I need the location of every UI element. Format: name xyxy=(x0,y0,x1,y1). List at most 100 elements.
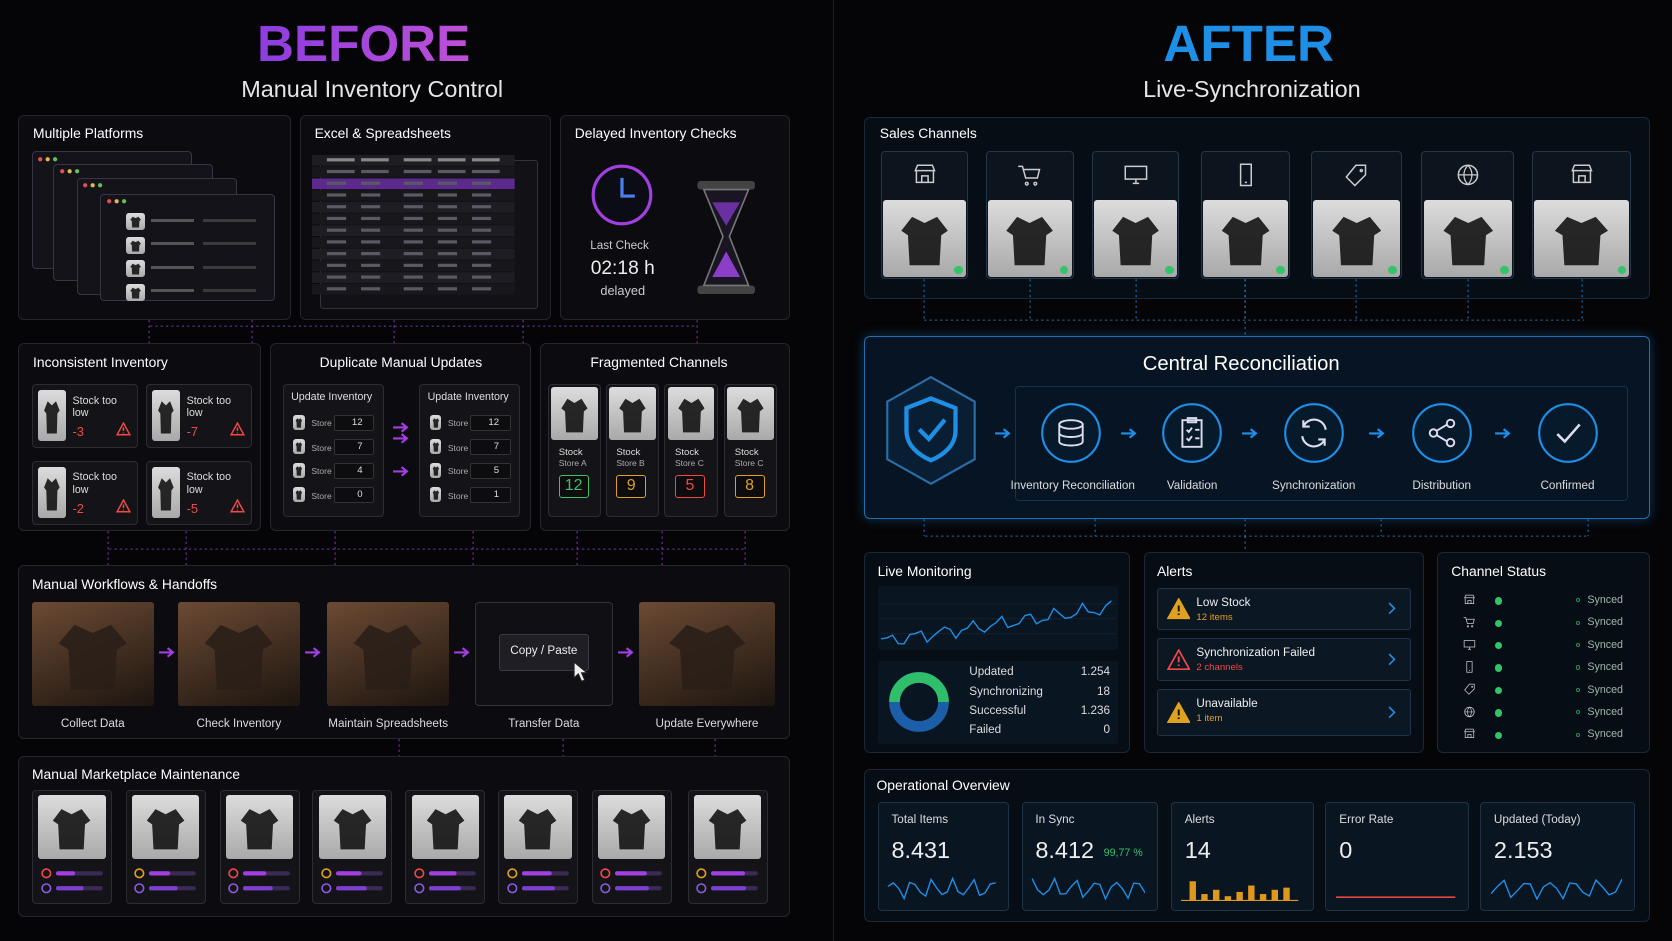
panel-title: Manual Workflows & Handoffs xyxy=(31,575,218,592)
store-label: Store xyxy=(447,466,469,477)
step-circle xyxy=(1039,401,1103,465)
stock-label: Stock xyxy=(734,446,759,458)
product-shape xyxy=(240,809,279,850)
product-shape xyxy=(1555,217,1609,266)
store-value: 7 xyxy=(357,441,363,453)
connector xyxy=(147,318,151,346)
connector xyxy=(1243,277,1247,338)
window-dots-graphic xyxy=(106,199,126,204)
panel-title: Channel Status xyxy=(1451,563,1547,580)
product-shape xyxy=(158,478,175,511)
product-photo xyxy=(694,795,762,860)
status-mini-dot xyxy=(1576,665,1581,670)
status-bars-graphic xyxy=(321,868,383,894)
kpi-label: Alerts xyxy=(1184,812,1215,826)
step-circle-graphic xyxy=(1283,403,1344,463)
arrow-graphic xyxy=(1242,427,1258,438)
store-label: Store A xyxy=(558,457,587,468)
product-photo xyxy=(504,795,572,860)
chevron xyxy=(1387,706,1396,719)
product-shape xyxy=(130,287,141,299)
alert-detail: 1 item xyxy=(1196,713,1223,725)
product-shape xyxy=(619,398,646,433)
alert-item xyxy=(1156,587,1411,631)
warning-icon xyxy=(230,499,246,513)
kpi-label: Total Items xyxy=(891,812,949,826)
panel-title: Alerts xyxy=(1156,563,1193,580)
kpi-extra: 99,77 % xyxy=(1103,846,1143,859)
alert-icon-graphic xyxy=(1166,648,1190,670)
kpi-label: In Sync xyxy=(1035,812,1075,826)
stock-value-box xyxy=(616,474,647,498)
alert-icon xyxy=(1166,598,1190,620)
step-label: Collect Data xyxy=(60,716,125,730)
product-shape xyxy=(519,809,557,850)
connector-graphic xyxy=(472,531,474,566)
before-subtitle: Manual Inventory Control xyxy=(241,75,504,102)
status-bars xyxy=(321,868,385,896)
status-mini-dot xyxy=(1576,598,1581,603)
product-shape xyxy=(737,398,764,433)
product-shape xyxy=(1221,217,1270,266)
arrow-graphic xyxy=(393,466,410,477)
chevron xyxy=(1387,653,1396,666)
channel-icon xyxy=(1121,161,1151,189)
connector-graphic xyxy=(150,325,697,327)
panel-title: Fragmented Channels xyxy=(590,354,728,371)
store-label: Store xyxy=(447,442,469,453)
product-shape xyxy=(295,466,303,476)
arrow-graphic xyxy=(304,647,321,658)
status-icon-graphic xyxy=(1463,639,1476,650)
status-bars xyxy=(134,868,198,896)
product-photo xyxy=(1423,200,1513,278)
product-photo xyxy=(411,795,479,860)
online-dot xyxy=(1500,265,1509,275)
kpi-value: 8.431 xyxy=(891,837,951,864)
connector-graphic xyxy=(661,531,663,566)
alert-icon-graphic xyxy=(1166,701,1190,723)
product-shape xyxy=(901,217,948,266)
connector-graphic xyxy=(696,319,698,344)
kpi-value: 0 xyxy=(1339,837,1353,864)
online-dot xyxy=(1165,265,1174,275)
stock-value: 8 xyxy=(745,476,755,494)
connector-graphic xyxy=(562,738,564,756)
connector xyxy=(333,529,337,567)
stat-value: 1.236 xyxy=(1080,703,1111,717)
alert-title: Synchronization Failed xyxy=(1196,646,1315,660)
product-shape xyxy=(146,809,185,850)
clock xyxy=(590,163,654,227)
stat-label: Synchronizing xyxy=(969,684,1043,698)
divider xyxy=(832,0,834,941)
donut-graphic xyxy=(889,671,950,732)
product-photo xyxy=(293,439,305,455)
arrow xyxy=(392,432,411,445)
clock-graphic xyxy=(591,164,653,226)
connector xyxy=(471,529,475,567)
status-icon xyxy=(1462,660,1477,675)
value-box xyxy=(333,487,375,504)
kpi-value: 14 xyxy=(1184,837,1211,864)
panel-title: Excel & Spreadsheets xyxy=(314,124,451,141)
donut xyxy=(887,670,951,734)
value-box xyxy=(333,462,375,479)
arrow xyxy=(392,465,411,478)
connector xyxy=(397,737,401,758)
row-line xyxy=(202,218,256,222)
status-label: Synced xyxy=(1587,616,1623,629)
status-bars-graphic xyxy=(414,868,476,894)
step-circle-graphic xyxy=(1040,403,1101,463)
status-bars-graphic xyxy=(228,868,291,894)
stock-value-box xyxy=(734,474,765,498)
product-shape xyxy=(432,490,439,500)
stat-label: Failed xyxy=(969,722,1002,736)
panel-title: Live Monitoring xyxy=(877,563,972,580)
flat-spark-graphic xyxy=(1336,895,1456,898)
status-mini-dot xyxy=(1576,732,1581,737)
store-label: Store xyxy=(311,442,332,453)
inner-flow xyxy=(1015,386,1629,502)
arrow xyxy=(392,421,411,434)
connector-graphic xyxy=(576,531,578,566)
connector-graphic xyxy=(186,531,188,566)
product-photo xyxy=(152,390,181,442)
